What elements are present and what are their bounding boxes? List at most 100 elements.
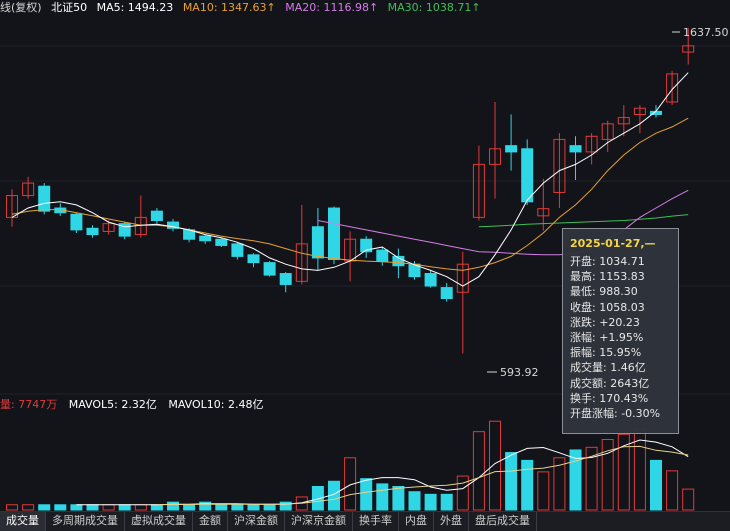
volume-bar-up [682, 488, 695, 511]
candle-up [472, 163, 485, 218]
candle-down [392, 255, 405, 267]
volume-bar-up [22, 504, 35, 511]
volume-bar-up [6, 504, 18, 511]
tab-inner-volume[interactable]: 内盘 [399, 512, 434, 531]
ma10-line [11, 117, 689, 271]
candle-up [489, 148, 501, 165]
tooltip-turnover: 换手: 170.43% [570, 391, 649, 405]
tooltip-close: 收盘: 1058.03 [570, 300, 645, 314]
candle-down [231, 243, 244, 257]
tab-virtual-volume[interactable]: 虚拟成交量 [125, 512, 193, 531]
candle-down [505, 145, 518, 153]
candle-down [215, 238, 228, 246]
volume-bar-down [215, 504, 228, 511]
candle-down [150, 210, 163, 222]
volume-bar-up [553, 457, 566, 511]
chart-title: 线(复权) [0, 1, 42, 14]
volume-bar-down [183, 504, 196, 511]
volume-chart[interactable] [0, 414, 730, 512]
volume-bar-down [521, 459, 534, 511]
tooltip-open: 开盘: 1034.71 [570, 255, 645, 268]
indicator-tab-bar: 成交量 多周期成交量 虚拟成交量 金额 沪深金额 沪深京金额 换手率 内盘 外盘… [0, 511, 730, 531]
tooltip-volume: 成交量: 1.46亿 [570, 361, 646, 375]
volume-bar-up [456, 475, 469, 511]
candle-down [311, 226, 324, 259]
tooltip-amount: 成交额: 2643亿 [570, 376, 650, 390]
candle-down [569, 145, 582, 153]
volume-bar-up [134, 504, 147, 511]
volume-bar-up [617, 433, 630, 511]
ma30-line [478, 214, 689, 228]
candle-up [666, 73, 679, 103]
volume-bar-down [231, 504, 244, 511]
tooltip-open-change: 开盘涨幅: -0.30% [570, 407, 661, 421]
candlestick-chart[interactable]: 1637.50 593.92 [0, 16, 730, 396]
volume-bar-up [472, 431, 485, 511]
volume-bar-down [118, 504, 131, 511]
data-tooltip: 2025-01-27,— 开盘: 1034.71 最高: 1153.83 最低:… [562, 228, 679, 434]
volume-bar-down [199, 501, 212, 511]
candle-down [247, 254, 260, 264]
volume-bar-down [263, 504, 276, 511]
candle-down [424, 273, 437, 287]
candle-down [328, 207, 340, 261]
tooltip-date: 2025-01-27,— [570, 237, 656, 250]
volume-bar-down [392, 486, 405, 511]
volume-bar-up [601, 439, 614, 511]
volume-bar-up [585, 446, 598, 511]
volume-bar-down [376, 483, 389, 511]
volume-bar-up [537, 471, 550, 511]
ma20-value: MA20: 1116.98↑ [285, 1, 379, 14]
volume-bar-down [569, 449, 582, 511]
low-price-label: 593.92 [500, 366, 539, 379]
volume-label: 量: 7747万 [0, 398, 58, 411]
candle-up [102, 223, 115, 232]
volume-bar-down [360, 478, 373, 511]
volume-bar-down [505, 452, 518, 511]
candle-down [279, 273, 292, 285]
tab-volume[interactable]: 成交量 [0, 512, 46, 531]
candle-down [167, 221, 179, 229]
volume-bar-down [440, 493, 453, 511]
candle-down [199, 235, 212, 242]
candle-up [295, 243, 308, 282]
volume-bar-down [279, 501, 292, 511]
tab-amount[interactable]: 金额 [193, 512, 228, 531]
candle-down [360, 238, 373, 253]
ma20-line [317, 189, 689, 256]
candle-down [376, 249, 389, 262]
tab-after-hours-volume[interactable]: 盘后成交量 [469, 512, 537, 531]
volume-bar-down [54, 504, 67, 511]
tab-outer-volume[interactable]: 外盘 [434, 512, 469, 531]
candle-up [585, 135, 598, 153]
candle-down [521, 148, 534, 203]
volume-bar-down [247, 504, 260, 511]
volume-bar-up [344, 457, 357, 511]
mavol5-value: MAVOL5: 2.32亿 [68, 398, 157, 411]
tooltip-high: 最高: 1153.83 [570, 270, 645, 284]
tab-turnover-rate[interactable]: 换手率 [353, 512, 399, 531]
tab-hsj-amount[interactable]: 沪深京金额 [285, 512, 353, 531]
volume-bar-up [102, 504, 115, 511]
tab-hs-amount[interactable]: 沪深金额 [228, 512, 285, 531]
tab-multi-period-volume[interactable]: 多周期成交量 [46, 512, 125, 531]
ma5-line [11, 72, 689, 287]
high-price-label: 1637.50 [683, 26, 729, 39]
volume-bar-down [70, 504, 83, 511]
volume-header: 量: 7747万 MAVOL5: 2.32亿 MAVOL10: 2.48亿 [0, 396, 730, 414]
ma10-value: MA10: 1347.63↑ [182, 1, 276, 14]
candle-up [456, 263, 469, 293]
candle-up [22, 182, 35, 197]
ma30-value: MA30: 1038.71↑ [387, 1, 481, 14]
volume-bar-down [424, 493, 437, 511]
tooltip-low: 最低: 988.30 [570, 285, 638, 299]
index-name: 北证50 [51, 1, 88, 14]
candle-down [118, 223, 131, 237]
candle-up [537, 208, 550, 217]
candle-down [70, 213, 83, 231]
candle-up [682, 45, 695, 53]
candle-up [553, 138, 566, 193]
mavol10-line [156, 445, 689, 506]
mavol10-value: MAVOL10: 2.48亿 [168, 398, 264, 411]
tooltip-change: 涨跌: +20.23 [570, 315, 640, 329]
